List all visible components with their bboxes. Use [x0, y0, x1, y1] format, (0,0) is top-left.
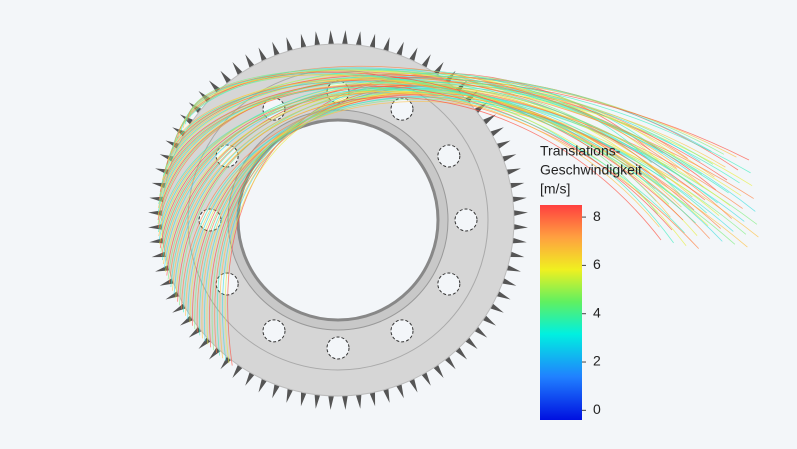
legend-title: [m/s] [540, 181, 570, 197]
streamline [211, 89, 670, 351]
tick-label: 6 [593, 256, 601, 272]
bolt-hole [326, 336, 350, 360]
gear-bore [236, 118, 440, 322]
bolt-hole [262, 319, 286, 343]
streamline [163, 83, 693, 265]
colorbar [540, 205, 582, 420]
tick-label: 4 [593, 304, 601, 320]
tick-label: 2 [593, 353, 601, 369]
streamline [177, 72, 684, 221]
tick-label: 8 [593, 208, 601, 224]
streamline [158, 84, 743, 209]
streamline [189, 68, 703, 175]
streamline [179, 69, 742, 197]
bolt-hole [437, 272, 461, 296]
tick-label: 0 [593, 401, 601, 417]
streamline [177, 96, 662, 302]
legend-title: Geschwindigkeit [540, 162, 642, 178]
legend: Translations- Geschwindigkeit [m/s] 0 2 4 6… [540, 143, 642, 420]
streamline [187, 84, 701, 320]
legend-title: Translations- [540, 143, 621, 159]
streamline [158, 87, 718, 233]
streamline [191, 94, 695, 326]
streamline [158, 90, 660, 237]
streamline [167, 71, 665, 166]
streamline [175, 74, 736, 245]
bolt-hole [437, 144, 461, 168]
streamline [185, 72, 696, 224]
streamline [181, 67, 690, 172]
streamline [183, 74, 748, 248]
bolt-hole [454, 208, 478, 232]
streamline [157, 85, 673, 231]
bolt-hole [215, 272, 239, 296]
bolt-hole [390, 319, 414, 343]
streamline [158, 86, 685, 234]
